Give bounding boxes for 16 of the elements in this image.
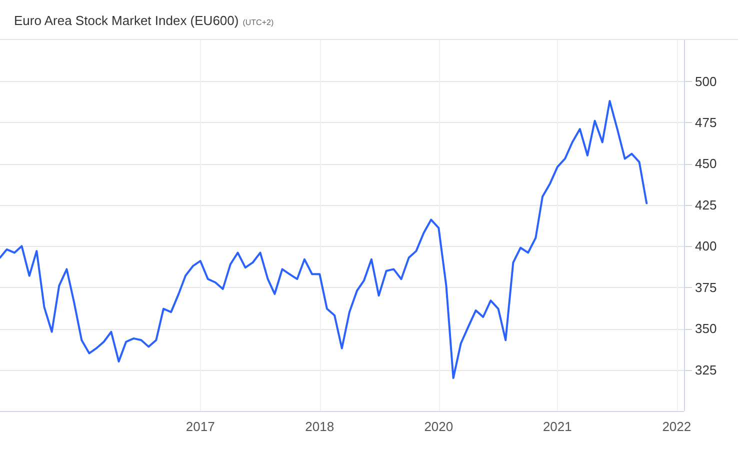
x-tick-label: 2017	[186, 419, 215, 434]
x-tick-label: 2021	[542, 419, 572, 434]
x-tick-label: 2020	[424, 419, 454, 434]
y-tick-label: 400	[695, 238, 717, 254]
y-tick-label: 450	[695, 156, 717, 172]
y-tick-label: 325	[695, 362, 717, 378]
x-tick-label: 2022	[662, 419, 692, 434]
y-tick-label: 500	[695, 74, 717, 89]
x-tick-label: 2018	[305, 419, 334, 434]
y-tick-label: 350	[695, 321, 717, 336]
chart-title: Euro Area Stock Market Index (EU600)	[14, 13, 239, 28]
y-tick-label: 375	[695, 280, 717, 295]
y-tick-label: 425	[695, 197, 717, 212]
y-tick-label: 475	[695, 114, 717, 130]
line-series	[0, 100, 648, 380]
chart-subtitle: (UTC+2)	[242, 18, 274, 27]
